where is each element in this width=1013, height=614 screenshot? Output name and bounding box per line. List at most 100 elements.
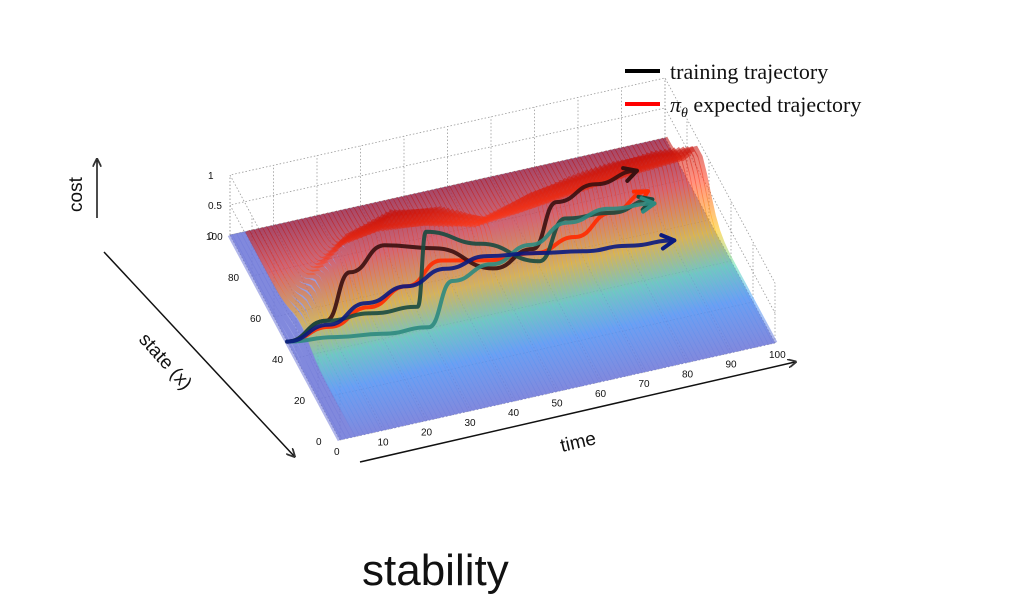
surface-slice — [323, 212, 438, 420]
surface-slice — [493, 174, 608, 382]
surface-slice — [549, 162, 665, 370]
surface-slice — [406, 194, 521, 402]
surface-slice — [262, 226, 378, 434]
legend-label-expected: πθ expected trajectory — [670, 92, 861, 121]
surface-slice — [258, 227, 373, 435]
surface-slice — [397, 196, 512, 404]
z-tick-label: 0 — [208, 231, 214, 242]
surface-slice — [271, 224, 386, 432]
y-tick-label: 40 — [272, 355, 284, 366]
surface-slice — [523, 167, 639, 376]
trajectory-line — [285, 201, 657, 344]
y-tick-label: 100 — [206, 232, 223, 243]
y-axis-label: state (x) — [134, 329, 196, 394]
surface-slice — [336, 209, 452, 417]
surface-slice — [462, 181, 578, 389]
x-tick-label: 100 — [769, 350, 786, 361]
z-tick-label: 0.5 — [208, 201, 222, 212]
surface-slice — [471, 179, 586, 387]
x-tick-label: 40 — [508, 408, 520, 419]
surface-slice — [410, 193, 525, 401]
x-tick-label: 60 — [595, 389, 607, 400]
surface-slice — [554, 161, 669, 369]
x-tick-label: 90 — [726, 360, 738, 371]
surface-slice — [514, 169, 630, 378]
y-tick-label: 0 — [316, 437, 322, 448]
trajectory-arrowhead — [659, 233, 677, 251]
surface-slice — [449, 184, 565, 392]
surface-slice — [527, 166, 643, 375]
surface-slice — [414, 192, 530, 400]
surface-slice — [279, 222, 395, 430]
x-tick-label: 30 — [465, 418, 477, 429]
surface-slice — [253, 228, 369, 436]
x-tick-label: 10 — [378, 437, 390, 448]
surface-slice — [284, 221, 399, 429]
surface-slice — [662, 136, 778, 345]
surface-slice — [467, 180, 582, 388]
surface-slice — [501, 172, 617, 381]
surface-slice — [432, 188, 547, 396]
time-axis-arrow — [359, 362, 795, 463]
surface-slice — [345, 207, 460, 415]
surface-slice — [380, 199, 495, 408]
surface-slice — [519, 168, 634, 377]
surface-slice — [458, 182, 573, 390]
trajectory-arrowhead — [639, 196, 657, 214]
cost-surface — [227, 136, 778, 442]
state-axis-arrow — [103, 251, 294, 456]
x-axis-label: time — [558, 428, 598, 457]
surface-slice — [506, 171, 621, 380]
z-axis-label: cost — [66, 176, 87, 212]
surface-slice — [232, 232, 347, 441]
x-tick-label: 20 — [421, 428, 433, 439]
legend-label-training: training trajectory — [670, 59, 828, 84]
x-tick-label: 0 — [334, 447, 340, 458]
x-tick-label: 80 — [682, 369, 694, 380]
surface-slice — [332, 210, 447, 418]
legend: training trajectory πθ expected trajecto… — [625, 59, 861, 121]
trajectory-line — [285, 238, 677, 344]
surface-slice — [266, 225, 382, 433]
surface-slice — [497, 173, 612, 382]
surface-slice — [245, 229, 360, 438]
surface-slice — [606, 149, 721, 357]
surface-slice — [454, 183, 569, 391]
surface-slice — [541, 164, 656, 372]
trajectory-arrowhead — [621, 166, 639, 183]
surface-slice — [240, 230, 356, 439]
surface-slice — [436, 187, 552, 395]
surface-slice — [288, 220, 404, 428]
surface-slice — [401, 195, 517, 403]
surface-slice — [327, 211, 443, 419]
surface-slice — [427, 189, 543, 397]
surface-slice — [419, 191, 534, 399]
surface-slice — [393, 196, 508, 405]
surface-slice — [236, 231, 351, 440]
surface-slice — [349, 206, 465, 414]
surface-slice — [532, 165, 647, 374]
surface-slice — [545, 163, 660, 371]
y-tick-label: 80 — [228, 273, 240, 284]
surface-slice — [510, 170, 626, 379]
surface-slice — [249, 228, 365, 437]
surface-slice — [388, 197, 504, 406]
surface-slice — [536, 164, 652, 373]
surface-slice — [314, 214, 430, 422]
trajectory-line — [285, 168, 639, 344]
y-tick-label: 20 — [294, 396, 306, 407]
surface-slice — [445, 185, 560, 393]
surface-slice — [227, 233, 343, 442]
surface-slice — [319, 213, 434, 421]
z-tick-label: 1 — [208, 171, 214, 182]
caption: stability — [362, 546, 509, 595]
surface-slice — [423, 190, 539, 398]
y-tick-label: 60 — [250, 314, 262, 325]
x-tick-label: 70 — [639, 379, 651, 390]
x-tick-label: 50 — [552, 399, 564, 410]
surface-slice — [340, 208, 456, 416]
surface-slice — [440, 186, 556, 394]
trajectory-group — [285, 166, 677, 344]
